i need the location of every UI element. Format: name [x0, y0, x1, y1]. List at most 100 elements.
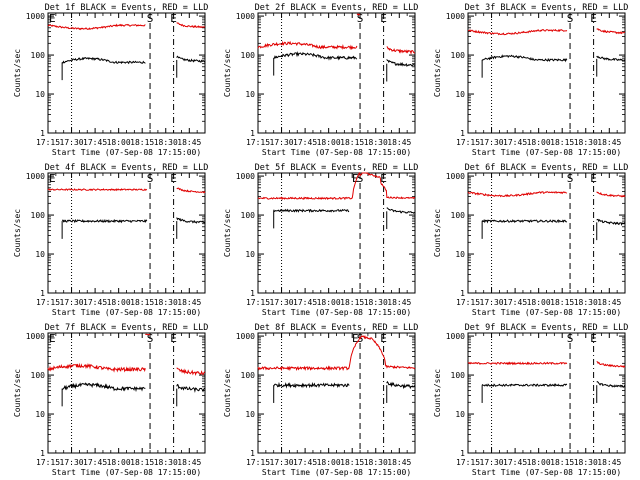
y-tick-label: 1000: [26, 172, 45, 181]
y-tick-label: 10: [455, 250, 465, 259]
x-axis-label: Start Time (07-Sep-08 17:15:00): [52, 468, 201, 477]
x-tick-label: 18:00: [527, 458, 551, 467]
x-tick-label: 17:15: [246, 138, 270, 147]
y-tick-label: 10: [455, 90, 465, 99]
x-tick-label: 18:00: [317, 298, 341, 307]
y-axis-label: Counts/sec: [13, 209, 22, 257]
y-tick-label: 10: [245, 90, 255, 99]
x-tick-label: 17:30: [60, 458, 84, 467]
panel-5: Det 5f BLACK = Events, RED = LLD 1 10 100 10…: [223, 163, 418, 317]
series-lld-segment: [596, 360, 626, 369]
series-events-segment: [481, 218, 568, 224]
y-tick-label: 1: [250, 289, 255, 298]
x-tick-label: 17:30: [270, 298, 294, 307]
y-axis-label: Counts/sec: [13, 49, 22, 97]
event-marker-s: S: [567, 332, 574, 345]
series-events-segment: [176, 55, 206, 63]
series-lld-segment: [351, 171, 416, 200]
panel-title: Det 1f BLACK = Events, RED = LLD: [45, 3, 209, 13]
event-marker-e: E: [49, 12, 56, 25]
event-marker-s: S: [567, 12, 574, 25]
event-marker-s: S: [147, 12, 154, 25]
y-tick-label: 1: [40, 449, 45, 458]
y-tick-label: 1: [40, 289, 45, 298]
series-lld-segment: [257, 40, 358, 51]
y-tick-label: 1000: [26, 12, 45, 21]
series-lld-segment: [467, 191, 568, 198]
series-lld-segment: [257, 196, 353, 201]
series-events-segment: [61, 382, 146, 393]
panel-title: Det 4f BLACK = Events, RED = LLD: [45, 163, 209, 173]
panel-4: Det 4f BLACK = Events, RED = LLD 1 10 100 10…: [13, 163, 208, 317]
y-tick-label: 100: [241, 371, 256, 380]
y-tick-label: 100: [241, 51, 256, 60]
y-axis-label: Counts/sec: [223, 49, 232, 97]
y-tick-label: 10: [245, 250, 255, 259]
event-marker-s: S: [147, 332, 154, 345]
series-events-segment: [481, 54, 568, 63]
series-events-segment: [273, 208, 350, 213]
x-tick-label: 18:45: [597, 298, 621, 307]
x-tick-label: 18:00: [527, 138, 551, 147]
x-axis-label: Start Time (07-Sep-08 17:15:00): [472, 308, 621, 317]
x-axis-label: Start Time (07-Sep-08 17:15:00): [262, 468, 411, 477]
x-axis-label: Start Time (07-Sep-08 17:15:00): [262, 308, 411, 317]
x-tick-label: 18:15: [340, 138, 364, 147]
x-tick-label: 17:30: [270, 458, 294, 467]
series-lld-segment: [47, 188, 148, 192]
series-events-segment: [386, 59, 416, 67]
series-lld-segment: [47, 362, 146, 373]
x-axis-label: Start Time (07-Sep-08 17:15:00): [262, 148, 411, 157]
x-tick-label: 17:30: [480, 458, 504, 467]
series-events-segment: [596, 218, 626, 227]
x-tick-label: 18:15: [130, 458, 154, 467]
series-events-segment: [61, 218, 148, 224]
x-tick-label: 18:15: [340, 458, 364, 467]
x-axis-label: Start Time (07-Sep-08 17:15:00): [52, 148, 201, 157]
x-tick-label: 18:00: [317, 138, 341, 147]
x-tick-label: 18:00: [107, 298, 131, 307]
y-tick-label: 1000: [26, 332, 45, 341]
x-tick-label: 18:30: [364, 458, 388, 467]
series-lld-segment: [356, 13, 361, 16]
x-tick-label: 17:45: [83, 298, 107, 307]
y-tick-label: 1: [460, 129, 465, 138]
x-tick-label: 18:30: [364, 138, 388, 147]
y-tick-label: 100: [451, 211, 466, 220]
panel-6: Det 6f BLACK = Events, RED = LLD 1 10 100 10…: [433, 163, 628, 317]
panel-title: Det 3f BLACK = Events, RED = LLD: [465, 3, 629, 13]
x-tick-label: 17:45: [503, 458, 527, 467]
y-tick-label: 1000: [446, 172, 465, 181]
x-tick-label: 18:30: [574, 298, 598, 307]
y-tick-label: 1000: [236, 172, 255, 181]
x-tick-label: 18:45: [597, 138, 621, 147]
y-tick-label: 10: [35, 90, 45, 99]
y-tick-label: 1000: [446, 12, 465, 21]
series-lld-segment: [386, 46, 416, 55]
x-tick-label: 18:15: [550, 138, 574, 147]
y-tick-label: 100: [31, 211, 46, 220]
x-tick-label: 17:45: [83, 458, 107, 467]
series-events-segment: [62, 56, 146, 65]
panel-title: Det 2f BLACK = Events, RED = LLD: [255, 3, 419, 13]
event-marker-s: S: [147, 172, 154, 185]
event-marker-e: E: [49, 172, 56, 185]
event-marker-e: E: [170, 172, 177, 185]
x-tick-label: 18:30: [574, 138, 598, 147]
x-tick-label: 17:30: [270, 138, 294, 147]
event-marker-e: E: [590, 332, 597, 345]
y-tick-label: 10: [455, 410, 465, 419]
y-tick-label: 100: [241, 211, 256, 220]
y-tick-label: 10: [35, 410, 45, 419]
x-tick-label: 17:15: [456, 298, 480, 307]
series-lld-segment: [468, 28, 568, 36]
panel-3: Det 3f BLACK = Events, RED = LLD 1 10 100 10…: [433, 3, 628, 157]
y-tick-label: 100: [31, 51, 46, 60]
y-axis-label: Counts/sec: [433, 49, 442, 97]
panel-8: Det 8f BLACK = Events, RED = LLD 1 10 100 10…: [223, 323, 418, 477]
x-tick-label: 17:15: [456, 138, 480, 147]
series-events-segment: [273, 381, 350, 389]
x-axis-label: Start Time (07-Sep-08 17:15:00): [472, 148, 621, 157]
y-tick-label: 100: [451, 371, 466, 380]
